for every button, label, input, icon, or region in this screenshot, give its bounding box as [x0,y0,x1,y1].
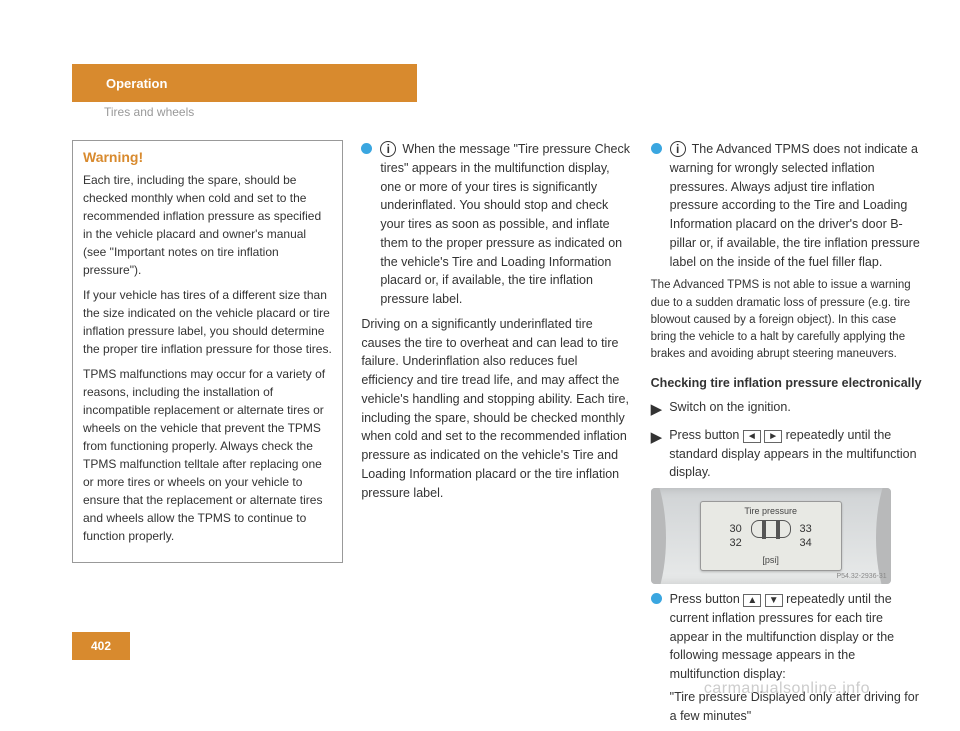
watermark: carmanualsonline.info [704,680,870,698]
page-number: 402 [72,632,130,660]
lcd-title: Tire pressure [744,505,797,519]
manual-page: Operation Tires and wheels Warning! Each… [0,0,960,720]
col3-p1: The Advanced TPMS is not able to issue a… [651,277,922,363]
step-2: ▶ Press button ◄ ► repeatedly until the … [651,426,922,482]
info-icon: i [670,141,686,157]
pressure-rr: 34 [797,535,815,552]
warning-p1: Each tire, including the spare, should b… [83,171,332,279]
gauge-left [651,488,666,584]
info-bullet: iWhen the message "Tire pressure Check t… [361,140,632,309]
column-3: iThe Advanced TPMS does not indicate a w… [651,140,922,731]
warning-p2: If your vehicle has tires of a different… [83,286,332,358]
header-indent [72,64,102,102]
col3-info: The Advanced TPMS does not indicate a wa… [670,142,920,269]
info-text-2: iThe Advanced TPMS does not indicate a w… [670,140,922,271]
gauge-right [876,488,891,584]
step2-pre: Press button [669,428,743,442]
lcd-screen: Tire pressure 30 33 32 34 [psi] [700,501,842,571]
section-header: Operation [72,64,417,102]
bullet-icon [651,593,662,604]
step3-pre: Press button [670,592,744,606]
car-icon [751,520,791,538]
warning-title: Warning! [83,147,332,168]
left-arrow-button-icon: ◄ [743,430,761,443]
up-arrow-button-icon: ▲ [743,594,761,607]
warning-box: Warning! Each tire, including the spare,… [72,140,343,563]
column-2: iWhen the message "Tire pressure Check t… [361,140,632,731]
info-bullet-2: iThe Advanced TPMS does not indicate a w… [651,140,922,271]
right-arrow-button-icon: ► [764,430,782,443]
down-arrow-button-icon: ▼ [765,594,783,607]
bullet-icon [361,143,372,154]
subsection-head: Checking tire inflation pressure electro… [651,374,922,393]
col2-info: When the message "Tire pressure Check ti… [380,142,630,306]
content-columns: Warning! Each tire, including the spare,… [72,140,922,731]
arrow-icon: ▶ [651,399,663,422]
step-2-text: Press button ◄ ► repeatedly until the st… [669,426,922,482]
figure-code: P54.32-2936-31 [836,572,886,583]
bullet-icon [651,143,662,154]
section-title: Operation [102,76,167,91]
info-text-1: iWhen the message "Tire pressure Check t… [380,140,632,309]
pressure-rl: 32 [727,535,745,552]
section-subtitle: Tires and wheels [72,102,417,119]
col2-p1: Driving on a significantly underinflated… [361,315,632,503]
instrument-display-figure: Tire pressure 30 33 32 34 [psi] P54.32-2… [651,488,891,584]
warning-p3: TPMS malfunctions may occur for a variet… [83,365,332,545]
step-3: Press button ▲ ▼ repeatedly until the cu… [651,590,922,725]
lcd-unit: [psi] [762,554,779,568]
step-3-text: Press button ▲ ▼ repeatedly until the cu… [670,590,922,725]
step-1: ▶ Switch on the ignition. [651,398,922,422]
info-icon: i [380,141,396,157]
arrow-icon: ▶ [651,427,663,450]
step-1-text: Switch on the ignition. [669,398,791,417]
